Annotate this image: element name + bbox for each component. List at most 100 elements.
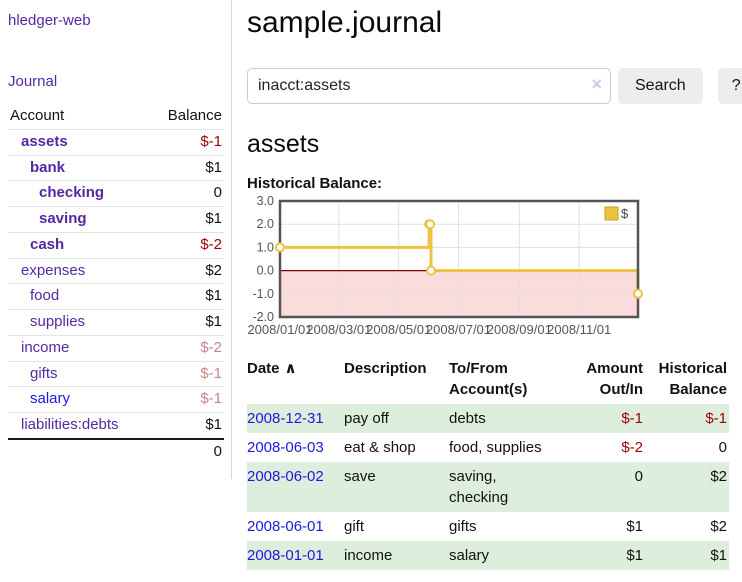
sidebar-account-link[interactable]: gifts [30,364,58,382]
sidebar-account-link[interactable]: checking [39,184,105,202]
sidebar-account-balance: $1 [205,287,222,305]
register-header-amount: Amount Out/In [586,360,643,398]
transaction-description: eat & shop [344,439,416,456]
sidebar-account-link[interactable]: liabilities:debts [21,416,119,433]
search-form: × Search ? [247,68,742,104]
account-row: salary $-1 [8,387,224,413]
accounts-total-row: 0 [8,438,224,465]
sidebar-account-link[interactable]: supplies [30,313,86,330]
transaction-date-link[interactable]: 2008-01-01 [247,547,324,564]
account-row: saving $1 [8,207,224,233]
transaction-balance: $1 [710,547,727,564]
transaction-description: income [344,547,393,564]
transaction-amount: $-1 [621,410,643,427]
sort-ascending-icon: ∧ [284,360,297,377]
sidebar-account-balance: $-2 [200,235,222,253]
account-row: expenses $2 [8,258,224,284]
historical-balance-chart: $3.0 2.0 1.0 0.0 -1.0 -2.0 2008/01/01 2008/03/0… [247,194,742,342]
account-row: supplies $1 [8,310,224,336]
sidebar-account-link[interactable]: cash [30,235,65,253]
transaction-accounts: salary [449,547,490,564]
account-row: cash $-2 [8,232,224,258]
sidebar-account-link[interactable]: saving [39,210,87,227]
sidebar-account-link[interactable]: bank [30,158,66,176]
svg-text:2008/01/01: 2008/01/01 [247,322,312,337]
svg-text:0.0: 0.0 [257,264,274,278]
svg-text:-1.0: -1.0 [252,287,274,301]
transaction-description: gift [344,518,365,535]
transaction-balance: $-1 [705,410,727,427]
account-row: bank $1 [8,155,224,181]
account-row: income $-2 [8,335,224,361]
sidebar-account-link[interactable]: expenses [21,261,86,279]
svg-text:2.0: 2.0 [257,217,274,231]
accounts-total-balance: 0 [213,442,222,460]
svg-text:2008/07/01: 2008/07/01 [426,322,491,337]
svg-text:2008/05/01: 2008/05/01 [366,322,431,337]
sidebar: hledger-web Journal Account Balance asse… [0,0,232,479]
register-header-accounts: To/From Account(s) [449,360,528,398]
svg-text:$: $ [621,206,629,221]
transaction-amount: 0 [634,468,643,485]
register-header-date[interactable]: Date ∧ [247,356,344,404]
sidebar-account-balance: 0 [213,184,222,202]
sidebar-account-balance: $-1 [200,390,222,408]
nav-journal-link[interactable]: Journal [8,73,58,90]
register-header-description: Description [344,360,427,377]
register-header-row: Date ∧ Description To/From Account(s) Amo… [247,356,729,404]
transaction-accounts: saving, checking [449,468,509,506]
register-row: 2008-06-03 eat & shop food, supplies $-2 0 [247,433,729,462]
account-row: food $1 [8,284,224,310]
register-table: Date ∧ Description To/From Account(s) Amo… [247,356,729,570]
sidebar-account-balance: $1 [205,158,222,176]
transaction-balance: $2 [710,518,727,535]
register-header-balance: Historical Balance [658,360,727,398]
register-row: 2008-06-02 save saving, checking 0 $2 [247,462,729,512]
transaction-amount: $1 [626,518,643,535]
transaction-date-link[interactable]: 2008-12-31 [247,410,324,427]
sidebar-account-link[interactable]: assets [21,132,68,150]
brand-link[interactable]: hledger-web [8,12,91,29]
sidebar-account-link[interactable]: food [30,287,60,305]
accounts-table-header: Account Balance [8,104,224,130]
transaction-accounts: debts [449,410,486,427]
help-button[interactable]: ? [717,68,742,104]
transaction-amount: $1 [626,547,643,564]
transaction-date-link[interactable]: 2008-06-01 [247,518,324,535]
account-row: liabilities:debts $1 [8,413,224,439]
transaction-accounts: gifts [449,518,477,535]
page-title: sample.journal [247,6,443,39]
chart-title: Historical Balance: [247,175,383,192]
transaction-amount: $-2 [621,439,643,456]
transaction-accounts: food, supplies [449,439,542,456]
svg-text:2008/09/01: 2008/09/01 [487,322,552,337]
svg-text:2008/11/01: 2008/11/01 [547,322,611,337]
transaction-date-link[interactable]: 2008-06-03 [247,439,324,456]
transaction-description: save [344,468,376,485]
search-box: × [247,68,611,104]
sidebar-account-balance: $2 [205,261,222,279]
search-button[interactable]: Search [618,68,703,104]
main-content: sample.journal × Search ? assets Histori… [232,0,742,570]
account-row: gifts $-1 [8,361,224,387]
accounts-header-balance: Balance [167,107,222,124]
account-row: checking 0 [8,181,224,207]
svg-text:3.0: 3.0 [257,196,274,208]
sidebar-account-balance: $1 [205,210,222,227]
register-row: 2008-01-01 income salary $1 $1 [247,541,729,570]
svg-text:2008/03/01: 2008/03/01 [306,322,371,337]
register-header-date-label: Date [247,360,280,377]
transaction-date-link[interactable]: 2008-06-02 [247,468,324,485]
account-row: assets $-1 [8,129,224,155]
accounts-header-account: Account [10,107,65,124]
accounts-table: Account Balance assets $-1 bank $1 checking 0… [8,104,224,465]
sidebar-account-link[interactable]: salary [30,390,71,408]
register-row: 2008-06-01 gift gifts $1 $2 [247,512,729,541]
hledger-web-app: hledger-web Journal Account Balance asse… [0,0,742,570]
sidebar-account-balance: $-1 [200,132,222,150]
register-row: 2008-12-31 pay off debts $-1 $-1 [247,404,729,433]
search-input[interactable] [247,68,611,104]
sidebar-account-balance: $1 [205,416,222,433]
sidebar-account-link[interactable]: income [21,338,70,356]
clear-search-icon[interactable]: × [591,74,602,94]
